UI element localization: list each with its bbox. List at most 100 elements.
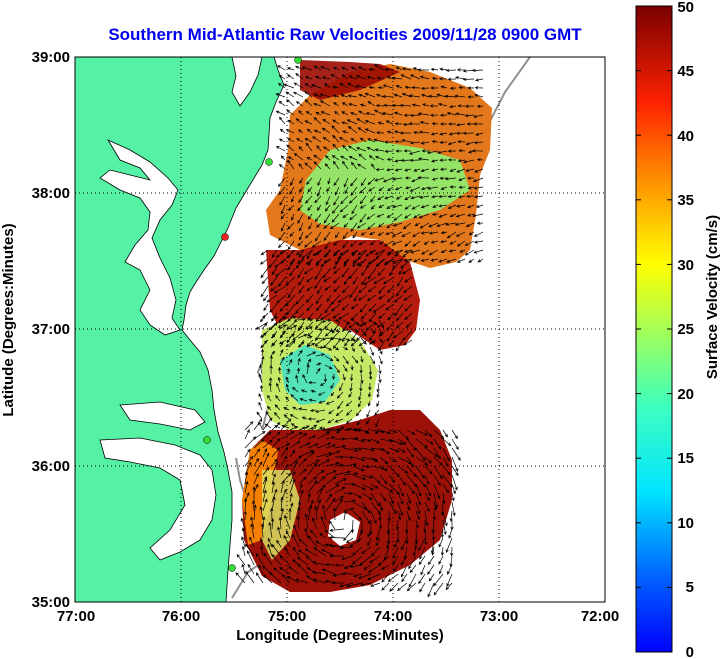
velocity-arrow	[315, 367, 321, 375]
velocity-arrow	[353, 294, 359, 302]
velocity-arrow	[348, 102, 358, 107]
velocity-arrow	[324, 240, 331, 250]
velocity-arrow	[289, 231, 295, 237]
velocity-arrow	[374, 249, 385, 255]
velocity-arrow	[324, 318, 332, 322]
velocity-arrow	[398, 267, 404, 275]
velocity-arrow	[341, 111, 349, 116]
velocity-arrow	[327, 418, 335, 424]
velocity-arrow	[465, 222, 475, 227]
velocity-arrow	[285, 276, 296, 286]
velocity-arrow	[241, 527, 246, 539]
velocity-arrow	[447, 141, 457, 146]
velocity-arrow	[243, 510, 247, 521]
velocity-arrow	[378, 519, 383, 530]
velocity-arrow	[263, 294, 269, 302]
velocity-arrow	[420, 168, 430, 172]
velocity-arrow	[427, 555, 435, 566]
velocity-arrow	[383, 103, 394, 107]
velocity-arrow	[289, 449, 296, 458]
velocity-arrow	[456, 123, 466, 127]
grid	[75, 57, 605, 602]
velocity-arrow	[277, 321, 287, 329]
velocity-arrow	[456, 258, 466, 263]
velocity-arrow	[341, 330, 350, 343]
velocity-arrow	[342, 346, 349, 350]
velocity-arrow	[409, 113, 421, 118]
velocity-arrow	[344, 186, 349, 195]
velocity-arrow	[278, 163, 286, 170]
velocity-arrow	[474, 168, 484, 173]
velocity-arrow	[253, 461, 263, 476]
velocity-arrow	[348, 391, 353, 398]
velocity-arrow	[442, 510, 448, 527]
velocity-arrow	[368, 373, 373, 380]
velocity-arrow	[346, 409, 353, 416]
velocity-arrow	[421, 249, 430, 255]
velocity-arrow	[388, 429, 398, 434]
velocity-arrow	[288, 508, 292, 520]
velocity-arrow	[276, 539, 282, 548]
velocity-arrow	[403, 294, 413, 301]
velocity-arrow	[343, 564, 354, 569]
velocity-arrow	[359, 303, 368, 313]
albemarle-sound	[119, 401, 206, 431]
velocity-arrow	[347, 83, 358, 89]
velocity-arrow	[343, 499, 357, 503]
velocity-arrow	[375, 258, 386, 267]
velocity-arrow	[406, 492, 412, 505]
velocity-arrow	[367, 222, 376, 230]
velocity-arrow	[285, 529, 291, 539]
velocity-arrow	[342, 231, 349, 240]
velocity-arrow	[332, 204, 340, 214]
velocity-arrow	[268, 258, 278, 269]
velocity-arrow	[278, 231, 286, 242]
velocity-arrow	[351, 346, 355, 353]
velocity-arrow	[343, 528, 354, 542]
velocity-arrow	[369, 319, 378, 325]
velocity-arrow	[417, 68, 430, 72]
velocity-arrow	[321, 76, 331, 80]
velocity-arrow	[467, 95, 475, 99]
velocity-arrow	[314, 213, 322, 223]
velocity-arrow	[442, 474, 453, 488]
velocity-arrow	[332, 85, 340, 89]
velocity-arrow	[473, 231, 484, 237]
velocity-arrow	[299, 177, 304, 184]
velocity-arrow	[289, 478, 296, 494]
velocity-arrow	[358, 400, 362, 408]
velocity-arrow	[269, 376, 273, 384]
velocity-arrow	[370, 483, 379, 489]
velocity-arrow	[359, 364, 363, 374]
velocity-arrow	[360, 355, 364, 363]
velocity-arrow	[258, 393, 263, 402]
velocity-arrow	[369, 231, 376, 235]
velocity-arrow	[375, 249, 386, 260]
velocity-arrow	[334, 495, 344, 503]
velocity-arrow	[262, 452, 270, 467]
velocity-arrow	[317, 177, 322, 187]
velocity-arrow	[360, 373, 364, 384]
velocity-arrow	[279, 128, 286, 134]
velocity-arrow	[371, 163, 376, 170]
velocity-arrow	[381, 573, 390, 583]
velocity-arrow	[352, 447, 363, 451]
velocity-arrow	[268, 521, 273, 539]
velocity-arrow	[259, 537, 264, 548]
velocity-arrow	[403, 113, 412, 117]
velocity-arrow	[305, 195, 313, 204]
velocity-arrow	[307, 462, 318, 476]
velocity-arrow	[442, 438, 452, 447]
velocity-arrow	[253, 472, 259, 485]
velocity-arrow	[273, 412, 281, 420]
velocity-arrow	[415, 429, 429, 436]
velocity-arrow	[269, 572, 282, 584]
velocity-arrow	[316, 222, 322, 228]
velocity-arrow	[343, 510, 347, 521]
velocity-arrow	[421, 93, 430, 98]
velocity-arrow	[278, 116, 286, 125]
velocity-arrow	[325, 476, 337, 485]
velocity-arrow	[325, 484, 340, 494]
velocity-arrow	[256, 411, 263, 420]
velocity-arrow	[387, 312, 395, 321]
